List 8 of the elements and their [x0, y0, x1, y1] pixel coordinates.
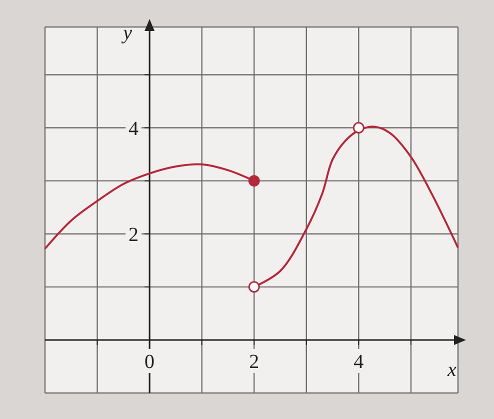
point — [248, 281, 260, 293]
x-axis-title: x — [446, 358, 457, 381]
point — [248, 175, 260, 187]
x-tick-label: 4 — [354, 350, 364, 373]
x-tick-label: 0 — [144, 350, 155, 373]
y-axis-title: y — [121, 22, 132, 44]
point — [352, 122, 364, 134]
x-tick-label: 2 — [249, 350, 260, 373]
